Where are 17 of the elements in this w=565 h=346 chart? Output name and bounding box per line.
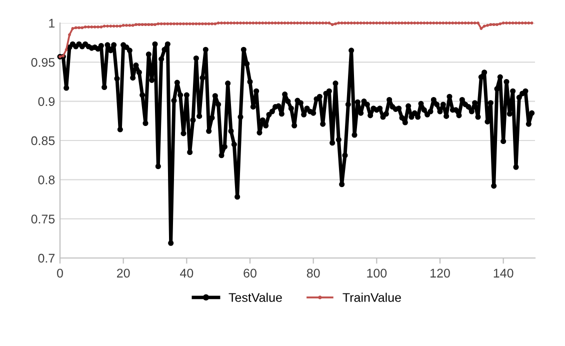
legend-label: TrainValue (342, 292, 401, 302)
y-tick-label: 0.8 (38, 175, 55, 184)
y-tick-label: 0.85 (31, 136, 55, 146)
legend-label: TestValue (228, 292, 282, 302)
x-tick-label: 140 (494, 268, 514, 278)
x-tick-label: 0 (57, 268, 63, 278)
x-tick-label: 100 (367, 268, 387, 278)
y-tick-label: 1 (49, 18, 55, 28)
y-tick-label: 0.9 (38, 97, 55, 106)
x-tick-label: 20 (117, 268, 130, 278)
x-tick-label: 40 (180, 268, 194, 278)
x-tick-label: 60 (244, 268, 256, 278)
y-tick-label: 0.95 (31, 58, 55, 67)
y-tick-label: 0.7 (38, 254, 55, 263)
y-tick-label: 0.75 (31, 214, 55, 224)
x-tick-label: 80 (306, 268, 320, 278)
x-tick-label: 120 (430, 268, 450, 278)
